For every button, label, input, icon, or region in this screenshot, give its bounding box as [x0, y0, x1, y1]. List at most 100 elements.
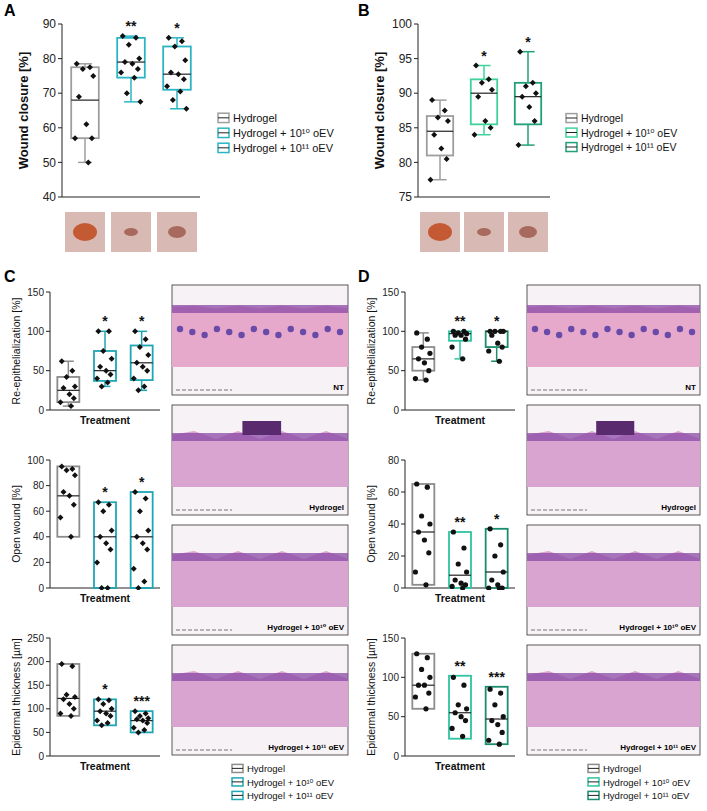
point: [74, 61, 80, 67]
point: [141, 383, 147, 389]
image-frame: [172, 285, 348, 395]
y-tick: [46, 732, 50, 733]
point: [164, 83, 170, 89]
whisker-cap: [418, 332, 429, 334]
point: [108, 372, 114, 378]
point: [141, 727, 147, 733]
point: [486, 585, 491, 590]
y-axis-title: Open wound [%]: [10, 485, 22, 563]
point: [145, 352, 151, 358]
point: [500, 730, 505, 735]
y-tick-label: 100: [27, 703, 44, 714]
x-axis: [418, 197, 550, 198]
point: [89, 135, 95, 141]
point: [501, 569, 506, 574]
photo-bg: [464, 212, 504, 252]
point: [495, 722, 500, 727]
y-tick: [58, 197, 62, 198]
point: [64, 467, 70, 473]
photo-bg: [420, 212, 460, 252]
image-label: Hydrogel + 10¹¹ oEV: [268, 743, 344, 752]
point: [172, 43, 178, 49]
point: [68, 403, 74, 409]
tissue: [527, 306, 700, 367]
point: [72, 383, 78, 389]
point: [72, 472, 78, 478]
box: [57, 377, 79, 402]
point: [135, 387, 141, 393]
point: [423, 378, 428, 383]
point: [489, 87, 495, 93]
plot-area: [71, 33, 191, 165]
point: [459, 714, 464, 719]
y-tick: [46, 331, 50, 332]
y-tick: [58, 24, 62, 25]
point: [60, 385, 66, 391]
whisker: [496, 347, 498, 361]
panel-letter: B: [358, 2, 370, 19]
legend-label: Hydrogel: [233, 112, 277, 124]
legend-swatch: [588, 791, 599, 799]
scale-bar: [531, 389, 587, 390]
point: [451, 675, 456, 680]
tissue: [172, 431, 348, 487]
legend-swatch: [588, 778, 599, 786]
point: [103, 368, 109, 374]
point: [140, 540, 146, 546]
y-tick: [58, 58, 62, 59]
point: [456, 702, 461, 707]
legend-swatch-line: [218, 132, 229, 133]
point: [131, 725, 137, 731]
box: [94, 699, 116, 725]
y-tick: [46, 485, 50, 486]
box: [412, 484, 434, 585]
y-tick: [414, 197, 418, 198]
image-label: NT: [685, 383, 696, 392]
point: [487, 687, 492, 692]
whisker-cap: [78, 63, 92, 65]
histology-image: Hydrogel + 10¹⁰ oEV: [527, 525, 700, 635]
scale-bar: [531, 629, 587, 630]
point: [426, 368, 431, 373]
follicle: [214, 326, 220, 332]
point: [105, 585, 111, 590]
point: [492, 553, 497, 558]
y-tick: [401, 492, 405, 493]
point: [449, 726, 454, 731]
significance: *: [494, 313, 500, 329]
box: [486, 687, 508, 744]
point: [95, 499, 101, 505]
point: [71, 395, 77, 401]
y-axis: [50, 292, 51, 410]
follicle: [580, 329, 586, 335]
point: [181, 76, 187, 82]
photo-bg: [65, 212, 105, 252]
follicle: [665, 332, 671, 338]
whisker: [527, 52, 529, 83]
point: [135, 585, 141, 590]
point: [135, 66, 141, 72]
legend-label: Hydrogel: [581, 112, 623, 124]
point: [105, 720, 111, 726]
point: [177, 88, 183, 94]
follicle: [592, 332, 598, 338]
box: [117, 38, 145, 78]
point: [427, 521, 432, 526]
y-axis: [50, 638, 51, 756]
point: [464, 569, 469, 574]
significance: ***: [488, 669, 505, 685]
legend: HydrogelHydrogel + 10¹⁰ oEVHydrogel + 10…: [588, 763, 691, 801]
histology-image: Hydrogel: [172, 405, 348, 515]
point: [108, 547, 114, 553]
point: [134, 716, 140, 722]
point: [129, 61, 135, 67]
follicle: [300, 329, 306, 335]
whisker: [176, 90, 178, 109]
point: [463, 337, 468, 342]
point: [131, 75, 137, 81]
box: [131, 711, 153, 732]
point: [442, 108, 448, 114]
wound: [124, 228, 138, 236]
y-tick-label: 90: [43, 17, 57, 31]
x-axis-title: Treatment: [80, 592, 131, 604]
